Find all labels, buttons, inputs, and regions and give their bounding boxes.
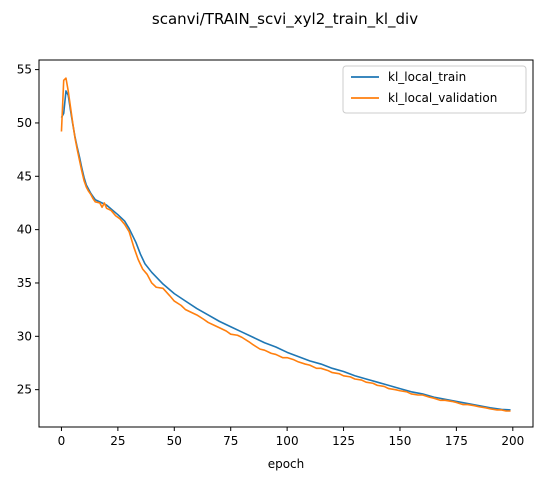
y-tick-label: 25 <box>17 383 32 397</box>
y-axis-ticks: 25 30 35 40 45 50 55 <box>17 63 39 397</box>
legend: kl_local_train kl_local_validation <box>342 65 527 114</box>
x-axis-label: epoch <box>268 457 305 471</box>
y-tick-label: 55 <box>17 63 32 77</box>
x-tick-label: 100 <box>276 434 299 448</box>
x-tick-label: 175 <box>445 434 468 448</box>
series-line-kl-local-validation <box>60 77 511 412</box>
x-axis-ticks: 0 25 50 75 100 125 150 175 200 <box>58 427 524 448</box>
x-tick-label: 75 <box>223 434 238 448</box>
legend-frame <box>342 65 527 114</box>
legend-label-train: kl_local_train <box>388 70 466 84</box>
x-tick-label: 25 <box>110 434 125 448</box>
series-lines <box>60 77 511 412</box>
x-tick-label: 50 <box>167 434 182 448</box>
y-tick-label: 40 <box>17 223 32 237</box>
y-tick-label: 35 <box>17 276 32 290</box>
y-tick-label: 30 <box>17 329 32 343</box>
chart-title: scanvi/TRAIN_scvi_xyl2_train_kl_div <box>152 10 418 29</box>
x-tick-label: 125 <box>332 434 355 448</box>
legend-label-validation: kl_local_validation <box>388 91 497 105</box>
y-tick-label: 45 <box>17 169 32 183</box>
x-tick-label: 200 <box>501 434 524 448</box>
x-tick-label: 150 <box>389 434 412 448</box>
axes-frame <box>38 59 534 428</box>
x-tick-label: 0 <box>58 434 66 448</box>
y-tick-label: 50 <box>17 116 32 130</box>
plot-area: 0 25 50 75 100 125 150 175 200 25 30 35 40 45 50 55 <box>17 59 534 448</box>
